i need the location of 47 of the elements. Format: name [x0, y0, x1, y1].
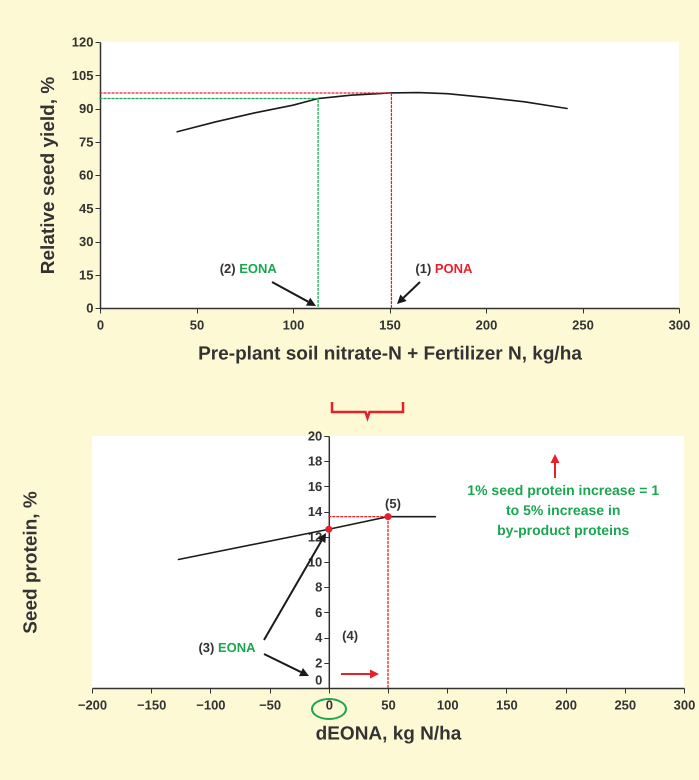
y-tick-label: 0 [315, 672, 322, 688]
y-tick-label: 15 [79, 267, 94, 282]
x-tick-label: 100 [282, 318, 304, 332]
y-tick-label: 4 [315, 630, 324, 646]
y-axis-title: Seed protein, % [20, 491, 42, 634]
x-tick-label: −150 [137, 698, 166, 712]
y-tick-label: 120 [72, 34, 94, 50]
y-tick-label: 60 [79, 168, 94, 182]
y-tick-label: 14 [308, 504, 324, 520]
annotation: (5) [385, 494, 401, 513]
x-tick-label: 50 [190, 318, 204, 332]
x-tick-label: 50 [381, 698, 396, 712]
x-tick-label: 200 [476, 318, 498, 332]
x-tick-label: 150 [379, 318, 401, 332]
y-tick-label: 16 [308, 478, 322, 494]
x-tick-label: 0 [326, 698, 333, 712]
x-tick-label: 0 [96, 318, 104, 332]
x-tick-label: 250 [614, 698, 636, 712]
y-tick-label: 0 [86, 300, 94, 316]
annotation: 1% seed protein increase = 1 to 5% increase in by-product proteins [467, 481, 660, 540]
y-tick-label: 20 [308, 428, 322, 444]
x-tick-label: 150 [496, 698, 518, 712]
x-axis-title: dEONA, kg N/ha [316, 724, 462, 744]
y-axis-title: Relative seed yield, % [38, 76, 59, 274]
x-tick-label: 300 [674, 698, 696, 712]
x-axis-title: Pre-plant soil nitrate-N + Fertilizer N, kg/ha [198, 344, 582, 364]
x-tick-label: 200 [555, 698, 577, 712]
x-tick-label: −50 [259, 698, 282, 712]
y-tick-label: 90 [79, 101, 94, 116]
x-tick-label: −200 [78, 698, 108, 712]
annotation: (4) [342, 627, 358, 646]
x-tick-label: 300 [668, 318, 690, 332]
y-tick-label: 75 [79, 134, 94, 150]
y-tick-label: 8 [315, 580, 322, 595]
y-tick-label: 105 [72, 68, 94, 83]
x-tick-label: 250 [572, 318, 594, 332]
annotation: (2) EONA [220, 260, 277, 278]
annotation: (3) EONA [198, 638, 256, 657]
line-series [176, 92, 568, 133]
x-tick-label: −100 [196, 698, 226, 712]
x-tick-label: 100 [436, 698, 459, 712]
y-tick-label: 6 [315, 604, 322, 620]
annotation: (1) PONA [415, 260, 472, 278]
y-tick-label: 2 [315, 655, 322, 670]
y-tick-label: 45 [79, 200, 94, 216]
y-tick-label: 30 [79, 234, 94, 249]
y-tick-label: 18 [308, 454, 322, 469]
